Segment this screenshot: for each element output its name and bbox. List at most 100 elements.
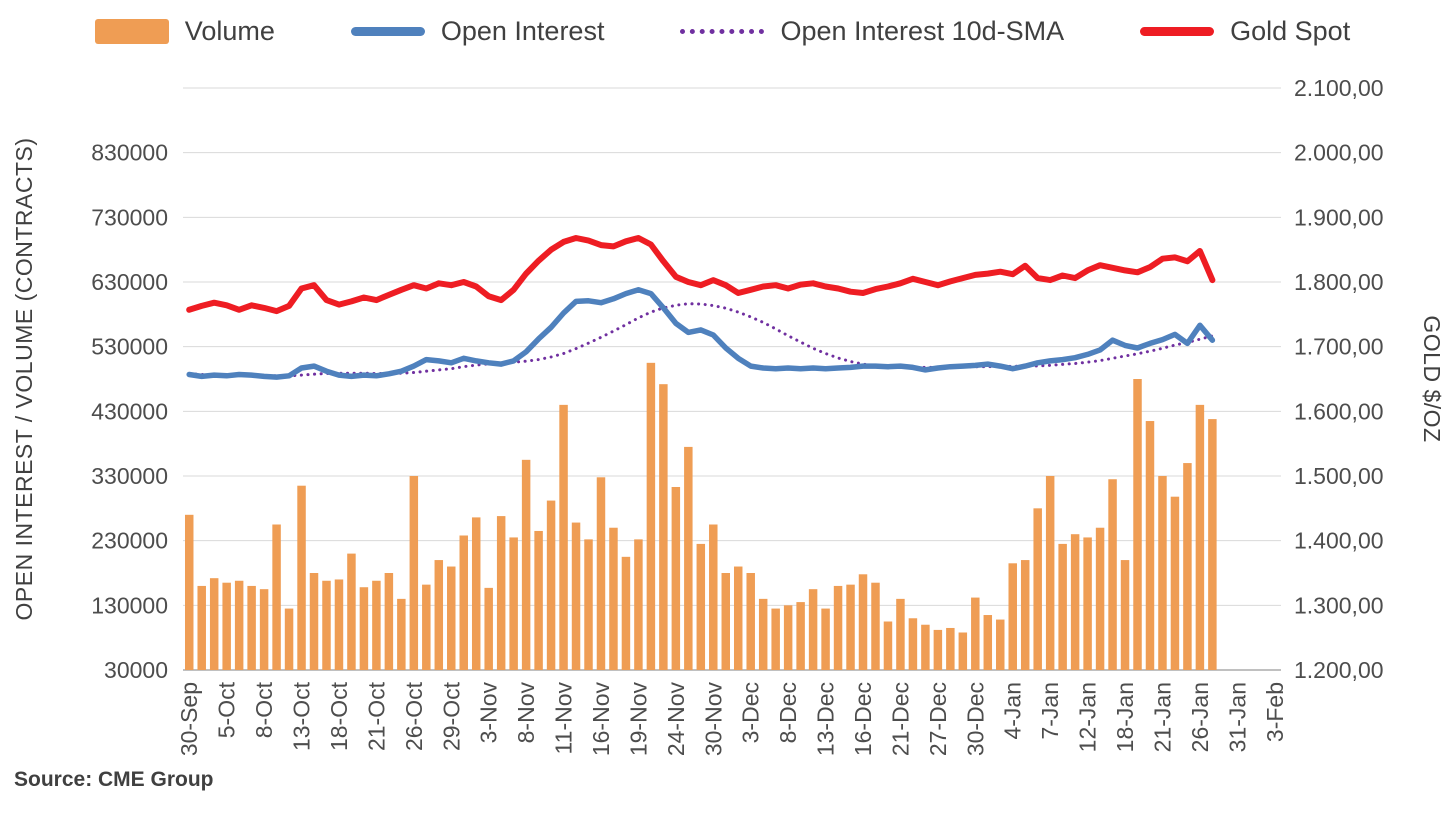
volume-bar <box>596 477 606 670</box>
volume-bar <box>1008 563 1017 670</box>
right-axis-tick-label: 1.800,00 <box>1294 269 1384 295</box>
x-axis-tick-label: 18-Oct <box>326 681 352 751</box>
open-interest-swatch-icon <box>350 27 425 36</box>
volume-bar <box>696 543 706 670</box>
volume-bar <box>933 629 943 670</box>
x-axis-tick-label: 31-Jan <box>1224 682 1250 752</box>
volume-bar <box>1083 537 1092 670</box>
volume-bar <box>1070 534 1080 670</box>
legend-label-gold-spot: Gold Spot <box>1230 16 1351 46</box>
x-axis-tick-label: 24-Nov <box>663 682 689 757</box>
volume-bar <box>434 560 444 670</box>
volume-bar <box>983 615 993 670</box>
x-axis-tick-label: 21-Dec <box>887 682 913 756</box>
right-axis-title: GOLD $/OZ <box>1419 315 1445 442</box>
volume-bar <box>521 459 531 670</box>
volume-bar <box>883 621 893 670</box>
x-axis-tick-label: 26-Jan <box>1187 682 1213 752</box>
right-axis-tick-label: 1.600,00 <box>1294 398 1384 424</box>
volume-bar <box>821 608 830 670</box>
volume-bar <box>197 585 206 670</box>
left-axis-tick-label: 130000 <box>91 592 168 618</box>
volume-bar <box>1020 560 1030 670</box>
volume-bar <box>397 598 406 670</box>
volume-bar <box>721 573 731 670</box>
right-axis-tick-label: 2.000,00 <box>1294 140 1384 166</box>
x-axis-tick-label: 11-Nov <box>551 682 577 755</box>
volume-bar <box>1033 508 1042 670</box>
x-axis-tick-label: 8-Dec <box>775 682 801 743</box>
volume-bar <box>833 585 843 670</box>
volume-bar <box>1095 527 1105 670</box>
volume-bar <box>971 597 980 670</box>
volume-bar <box>896 598 905 670</box>
right-axis-tick-label: 1.500,00 <box>1294 463 1384 489</box>
volume-bar <box>459 535 468 670</box>
right-axis-tick-label: 1.200,00 <box>1294 657 1384 683</box>
open-interest-line <box>186 287 1216 380</box>
volume-bar <box>309 573 319 670</box>
x-axis-tick-label: 21-Oct <box>363 681 389 751</box>
volume-bar <box>484 587 493 670</box>
volume-bar <box>584 539 593 670</box>
gold-spot-line <box>186 235 1216 315</box>
volume-bar <box>496 516 506 670</box>
left-axis-title: OPEN INTEREST / VOLUME (CONTRACTS) <box>11 137 37 620</box>
volume-bar <box>733 566 743 670</box>
x-axis-tick-label: 5-Oct <box>214 681 240 738</box>
chart-legend: Volume Open Interest Open Interest 10d-SMA… <box>0 16 1445 47</box>
volume-bar <box>709 524 718 670</box>
volume-bar <box>571 522 581 670</box>
right-axis-tick-label: 1.300,00 <box>1294 592 1384 618</box>
left-axis-tick-label: 330000 <box>91 463 168 489</box>
x-axis-tick-label: 21-Jan <box>1149 682 1175 752</box>
x-axis-tick-label: 13-Oct <box>289 681 315 751</box>
volume-bar <box>534 530 543 670</box>
volume-bar <box>1108 479 1117 670</box>
right-axis-tick-label: 1.900,00 <box>1294 204 1384 230</box>
x-axis-tick-label: 30-Sep <box>176 682 202 756</box>
x-axis-tick-label: 18-Jan <box>1112 682 1138 752</box>
right-axis-tick-label: 1.700,00 <box>1294 334 1384 360</box>
legend-item-open-interest-10d-sma: Open Interest 10d-SMA <box>680 16 1064 47</box>
volume-bar <box>259 589 269 670</box>
gold-spot-swatch-icon <box>1140 27 1215 36</box>
x-axis-tick-label: 30-Dec <box>962 682 988 756</box>
legend-item-gold-spot: Gold Spot <box>1140 16 1350 47</box>
volume-bar <box>372 580 381 670</box>
left-axis-tick-label: 730000 <box>91 204 168 230</box>
left-axis-tick-label: 630000 <box>91 269 168 295</box>
right-axis-tick-label: 1.400,00 <box>1294 528 1384 554</box>
volume-swatch-icon <box>94 19 169 44</box>
legend-item-open-interest: Open Interest <box>350 16 605 47</box>
legend-label-open-interest: Open Interest <box>440 16 605 46</box>
x-axis-tick-label: 26-Oct <box>401 681 427 751</box>
volume-bar <box>247 585 256 670</box>
x-axis-tick-label: 8-Oct <box>251 681 277 738</box>
volume-bar <box>758 598 768 670</box>
left-axis-tick-label: 430000 <box>91 398 168 424</box>
x-axis-tick-label: 3-Dec <box>738 682 764 743</box>
volume-bar <box>1045 476 1055 670</box>
legend-item-volume: Volume <box>94 16 275 47</box>
volume-bar <box>422 584 431 670</box>
volume-bar <box>684 446 693 670</box>
volume-bar <box>1133 379 1142 670</box>
left-axis-tick-label: 530000 <box>91 334 168 360</box>
x-axis-tick-label: 16-Nov <box>588 682 614 757</box>
volume-bar <box>272 524 281 670</box>
volume-bar <box>1120 560 1130 670</box>
volume-bar <box>384 573 394 670</box>
source-note: Source: CME Group <box>14 768 214 791</box>
volume-bar <box>234 580 244 670</box>
volume-bar <box>958 632 968 670</box>
x-axis-tick-label: 16-Dec <box>850 682 876 756</box>
x-axis-tick-label: 4-Jan <box>1000 682 1026 740</box>
x-axis-tick-label: 19-Nov <box>625 682 651 757</box>
volume-bar <box>871 582 880 670</box>
volume-bar <box>1195 404 1205 670</box>
volume-bar <box>1145 421 1155 670</box>
volume-bar <box>471 517 481 670</box>
x-axis-tick-label: 7-Jan <box>1037 682 1063 740</box>
